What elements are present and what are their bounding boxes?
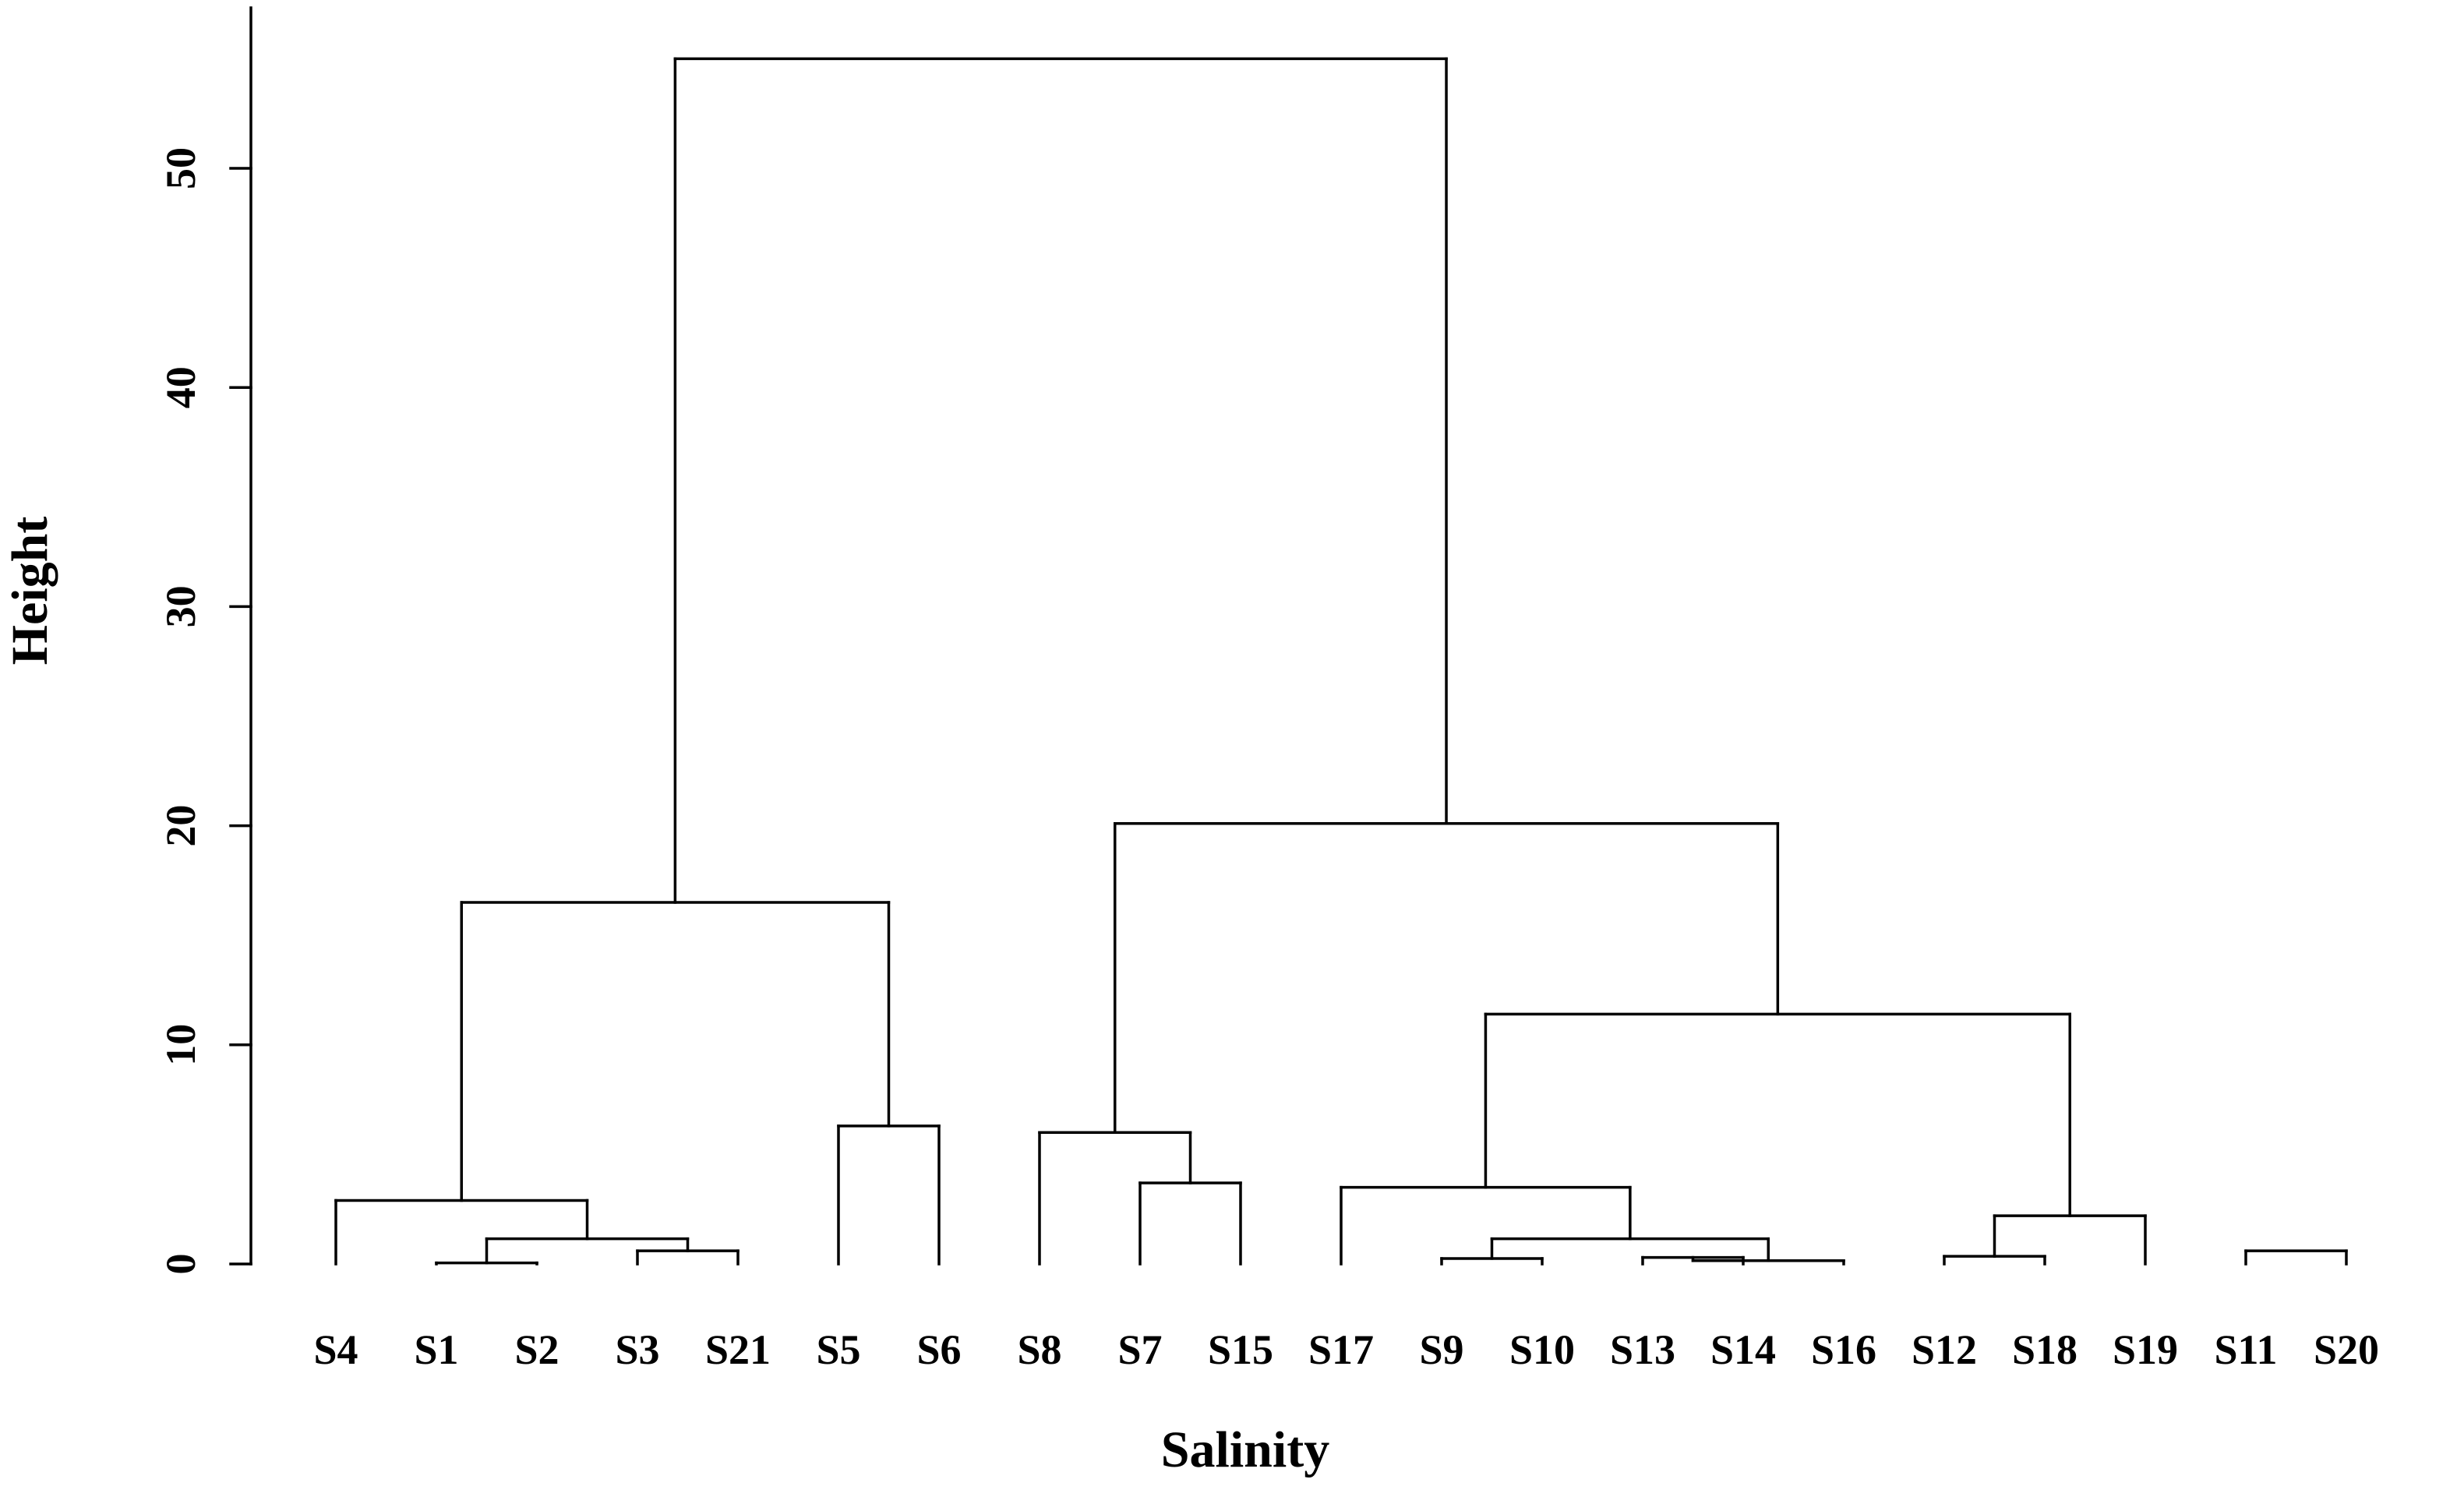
leaf-label: S15 (1208, 1326, 1273, 1373)
y-axis-ticks: 0 10 20 30 40 50 (157, 147, 252, 1275)
leaf-label: S6 (916, 1326, 961, 1373)
leaf-label: S20 (2314, 1326, 2379, 1373)
leaf-label: S17 (1308, 1326, 1374, 1373)
leaf-label: S3 (615, 1326, 659, 1373)
leaf-labels: S4 S1 S2 S3 S21 S5 S6 S8 S7 S15 S17 S9 S10 S13 S14 S16 S… (313, 1326, 2379, 1373)
leaf-label: S4 (313, 1326, 358, 1373)
leaf-label: S2 (514, 1326, 559, 1373)
leaf-label: S18 (2012, 1326, 2077, 1373)
y-axis-title: Height (2, 517, 58, 666)
leaf-label: S21 (705, 1326, 771, 1373)
y-tick-label: 20 (157, 805, 204, 847)
leaf-label: S8 (1017, 1326, 1061, 1373)
leaf-label: S12 (1912, 1326, 1977, 1373)
dendrogram-branches (334, 57, 2348, 1266)
y-tick-label: 40 (157, 366, 204, 408)
leaf-label: S13 (1610, 1326, 1675, 1373)
y-tick-label: 0 (157, 1254, 204, 1275)
y-tick-label: 10 (157, 1024, 204, 1066)
leaf-label: S11 (2214, 1326, 2277, 1373)
leaf-label: S9 (1419, 1326, 1463, 1373)
y-tick-label: 30 (157, 585, 204, 627)
x-axis-title: Salinity (1161, 1421, 1329, 1478)
leaf-label: S7 (1117, 1326, 1162, 1373)
y-tick-label: 50 (157, 147, 204, 189)
leaf-label: S14 (1710, 1326, 1776, 1373)
leaf-label: S10 (1509, 1326, 1575, 1373)
leaf-label: S1 (414, 1326, 458, 1373)
leaf-label: S16 (1811, 1326, 1876, 1373)
leaf-label: S19 (2113, 1326, 2178, 1373)
leaf-label: S5 (816, 1326, 860, 1373)
